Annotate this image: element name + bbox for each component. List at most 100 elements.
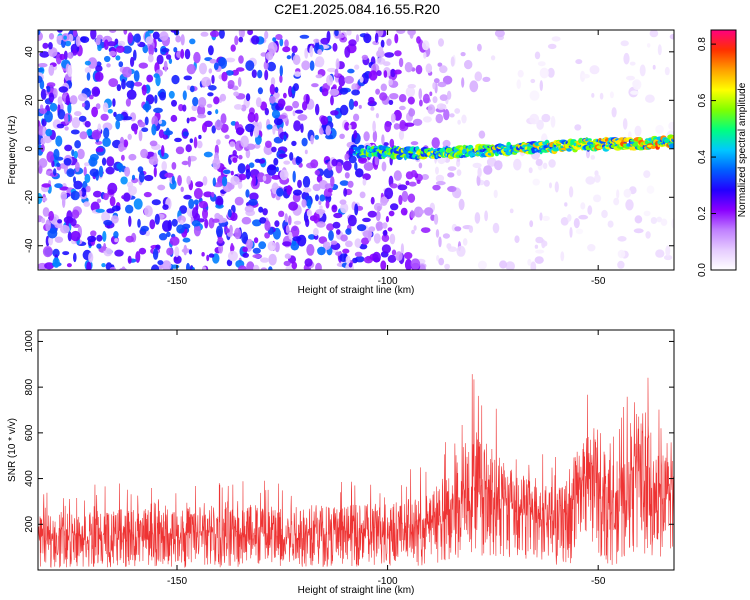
spectrogram-cell bbox=[325, 200, 330, 209]
spectrogram-cell bbox=[103, 243, 107, 251]
spectrogram-cell bbox=[593, 194, 602, 203]
snr-y-tick-label: 800 bbox=[24, 378, 35, 395]
spectrogram-cell bbox=[442, 75, 453, 85]
spectrogram-cell bbox=[242, 246, 248, 253]
spectrogram-cell bbox=[91, 106, 98, 118]
spectrogram-cell bbox=[542, 215, 550, 221]
spectrogram-cell bbox=[326, 74, 334, 86]
spectrogram-cell bbox=[86, 128, 93, 137]
spectrogram-cell bbox=[86, 261, 92, 270]
spectrogram-cell bbox=[160, 145, 165, 157]
spectrogram-cell bbox=[72, 49, 78, 56]
spectrogram-cell bbox=[197, 114, 207, 119]
spectrogram-cell bbox=[398, 57, 404, 68]
spectrogram-cell bbox=[549, 182, 552, 189]
spectrogram-cell bbox=[245, 189, 250, 198]
spectrogram-cell bbox=[404, 252, 413, 260]
spectrogram-x-ticks: -150 -100 -50 bbox=[167, 30, 606, 287]
spectrogram-cell bbox=[306, 244, 315, 256]
spectrogram-cell bbox=[63, 35, 67, 40]
spectrogram-cell bbox=[214, 212, 221, 220]
spectrogram-cell bbox=[438, 38, 444, 47]
spectrogram-cell bbox=[276, 166, 279, 172]
spectrogram-y-tick-label: -20 bbox=[24, 190, 35, 205]
spectrogram-cell bbox=[483, 179, 490, 187]
spectrogram-cell bbox=[292, 54, 301, 66]
spectrogram-cell bbox=[380, 83, 387, 92]
snr-y-axis-label: SNR (10 * v/v) bbox=[7, 418, 18, 482]
spectrogram-cell bbox=[233, 104, 243, 110]
spectrogram-cell bbox=[348, 39, 357, 47]
spectrogram-cell bbox=[362, 173, 371, 181]
spectrogram-cell bbox=[207, 110, 212, 116]
spectrogram-cell bbox=[383, 142, 389, 147]
spectrogram-cell bbox=[171, 218, 178, 227]
spectrogram-cell bbox=[154, 94, 158, 104]
spectrogram-cell bbox=[372, 120, 376, 133]
spectrogram-cell bbox=[509, 208, 514, 214]
spectrogram-cell bbox=[493, 189, 498, 199]
spectrogram-cell bbox=[373, 233, 381, 244]
spectrogram-cell bbox=[177, 215, 187, 224]
spectrogram-cell bbox=[58, 86, 68, 93]
spectrogram-signal-cell bbox=[668, 143, 674, 149]
spectrogram-cell bbox=[180, 34, 185, 46]
spectrogram-cell bbox=[574, 124, 582, 131]
spectrogram-cell bbox=[226, 259, 233, 267]
spectrogram-cell bbox=[620, 40, 629, 47]
spectrogram-cell bbox=[437, 81, 447, 88]
spectrogram-cell bbox=[258, 206, 264, 213]
spectrogram-cell bbox=[379, 92, 388, 101]
spectrogram-cell bbox=[43, 135, 52, 144]
spectrogram-cell bbox=[48, 47, 58, 58]
spectrogram-cell bbox=[494, 30, 505, 38]
spectrogram-cell bbox=[306, 209, 313, 217]
spectrogram-cell bbox=[178, 104, 184, 112]
spectrogram-cell bbox=[102, 193, 109, 201]
spectrogram-cell bbox=[189, 138, 193, 143]
spectrogram-cell bbox=[339, 133, 345, 139]
spectrogram-cell bbox=[240, 135, 249, 148]
spectrogram-cell bbox=[548, 159, 556, 168]
spectrogram-cell bbox=[458, 198, 465, 211]
spectrogram-cell bbox=[254, 112, 259, 123]
spectrogram-cell bbox=[408, 108, 416, 117]
spectrogram-cell bbox=[537, 61, 546, 67]
spectrogram-cell bbox=[101, 211, 111, 223]
spectrogram-cell bbox=[412, 118, 423, 126]
spectrogram-cell bbox=[339, 87, 349, 95]
spectrogram-cell bbox=[633, 228, 644, 234]
spectrogram-cell bbox=[175, 146, 185, 155]
spectrogram-cell bbox=[42, 126, 46, 138]
spectrogram-cell bbox=[96, 34, 103, 40]
spectrogram-cell bbox=[209, 30, 220, 38]
spectrogram-cell bbox=[158, 233, 168, 241]
spectrogram-cell bbox=[71, 209, 80, 219]
spectrogram-cell bbox=[182, 131, 189, 137]
spectrogram-cell bbox=[164, 172, 174, 178]
spectrogram-cell bbox=[238, 55, 244, 64]
spectrogram-cell bbox=[363, 33, 372, 44]
spectrogram-cell bbox=[42, 207, 50, 217]
colorbar-tick-label: 0.2 bbox=[697, 206, 708, 220]
spectrogram-cell bbox=[454, 108, 461, 114]
spectrogram-cell bbox=[305, 218, 310, 228]
spectrogram-cell bbox=[301, 199, 307, 208]
spectrogram-cell bbox=[291, 45, 298, 53]
spectrogram-cell bbox=[293, 120, 301, 132]
spectrogram-cell bbox=[446, 243, 452, 250]
spectrogram-cell bbox=[54, 236, 64, 243]
spectrogram-cell bbox=[294, 109, 304, 114]
spectrogram-cell bbox=[53, 148, 60, 160]
spectrogram-cell bbox=[355, 168, 364, 178]
spectrogram-cell bbox=[60, 191, 68, 201]
spectrogram-cell bbox=[275, 34, 283, 40]
spectrogram-cell bbox=[235, 127, 245, 136]
spectrogram-cell bbox=[381, 234, 390, 243]
spectrogram-cell bbox=[339, 199, 347, 205]
spectrogram-cell bbox=[532, 178, 540, 186]
spectrogram-cell bbox=[39, 51, 50, 58]
spectrogram-cell bbox=[207, 92, 214, 97]
spectrogram-cell bbox=[472, 162, 482, 169]
spectrogram-cell bbox=[655, 249, 665, 258]
